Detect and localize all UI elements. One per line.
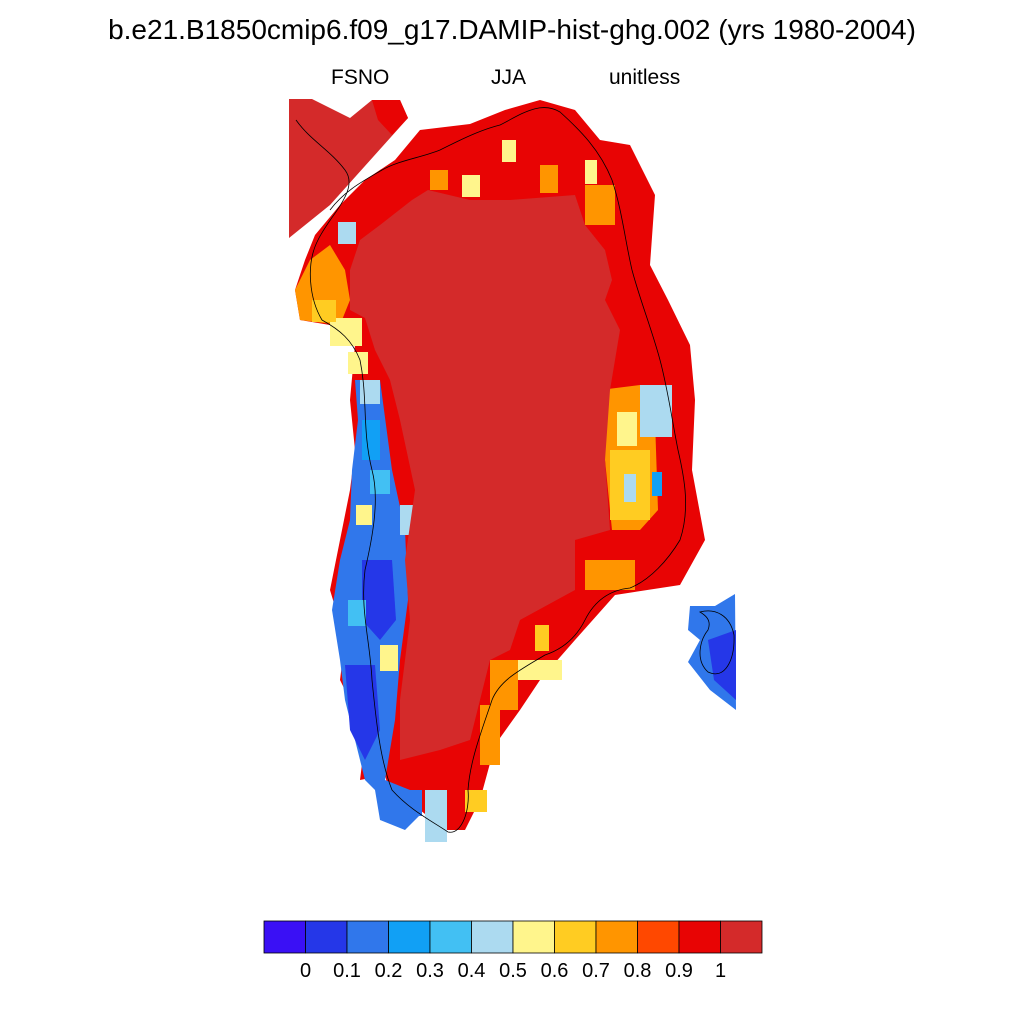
colorbar-swatch [678, 920, 721, 954]
ne-yellow [585, 160, 597, 184]
west-deep-blue-2 [345, 665, 380, 760]
west-yellow-4 [356, 505, 372, 525]
west-yellow-5 [380, 645, 398, 671]
colorbar-tick-label: 0 [299, 960, 312, 982]
south-blue [398, 790, 422, 816]
plot-title: b.e21.B1850cmip6.f09_g17.DAMIP-hist-ghg.… [108, 14, 916, 45]
east-orange-2 [490, 660, 518, 710]
colorbar-swatch [346, 920, 389, 954]
west-deep-blue [362, 560, 396, 640]
n-orange-1 [430, 170, 448, 190]
ne-orange [585, 185, 615, 225]
east-lightblue-1 [640, 385, 672, 437]
colorbar-swatch [720, 920, 763, 954]
west-cyan-1 [362, 420, 380, 460]
west-cyan-3 [348, 600, 366, 626]
colorbar [263, 920, 763, 954]
east-yellow-4 [535, 625, 549, 651]
n-yellow-1 [462, 175, 480, 197]
west-yellow-2 [312, 300, 336, 322]
n-orange-2 [540, 165, 558, 193]
interior-ice-sheet [350, 190, 620, 760]
east-blue-1 [652, 472, 662, 496]
colorbar-tick-label: 0.4 [457, 960, 486, 982]
colorbar-swatch [554, 920, 597, 954]
colorbar-tick-label: 1 [714, 960, 727, 982]
east-yellow-3 [517, 660, 562, 680]
iceland-deep [708, 630, 736, 700]
units-label: unitless [609, 66, 681, 89]
colorbar-swatch [263, 920, 306, 954]
colorbar-tick-label: 0.7 [582, 960, 610, 982]
colorbar-tick-label: 0.2 [374, 960, 403, 982]
colorbar-swatch [305, 920, 348, 954]
colorbar-tick-label: 0.5 [499, 960, 527, 982]
colorbar-tick-label: 0.3 [416, 960, 444, 982]
colorbar-tick-label: 0.9 [665, 960, 693, 982]
colorbar-swatch [512, 920, 555, 954]
nw-shard [289, 99, 408, 238]
colorbar-tick-label: 0.1 [333, 960, 361, 982]
west-lightblue-2 [360, 380, 380, 404]
ice-field [289, 99, 705, 842]
west-band [295, 245, 350, 325]
south-lightblue [425, 790, 447, 842]
south-orange [465, 790, 487, 812]
iceland [688, 594, 736, 710]
colorbar-tick-label: 0.8 [623, 960, 652, 982]
east-orange-3 [480, 705, 500, 765]
n-yellow-2 [502, 140, 516, 162]
colorbar-swatch [429, 920, 472, 954]
colorbar-swatch [471, 920, 514, 954]
east-lightblue-2 [624, 474, 636, 502]
west-yellow-1 [330, 318, 362, 346]
colorbar-tick-label: 0.6 [540, 960, 569, 982]
colorbar-swatch [388, 920, 431, 954]
colorbar-swatch [637, 920, 680, 954]
west-lightblue-1 [338, 222, 356, 244]
variable-label: FSNO [331, 66, 390, 89]
east-yellow-2 [617, 412, 637, 446]
nw-shard-edge [372, 100, 408, 135]
colorbar-swatch [595, 920, 638, 954]
west-yellow-3 [348, 352, 368, 374]
season-label: JJA [491, 66, 527, 89]
east-orange-1 [585, 560, 635, 590]
coastline [295, 107, 735, 833]
